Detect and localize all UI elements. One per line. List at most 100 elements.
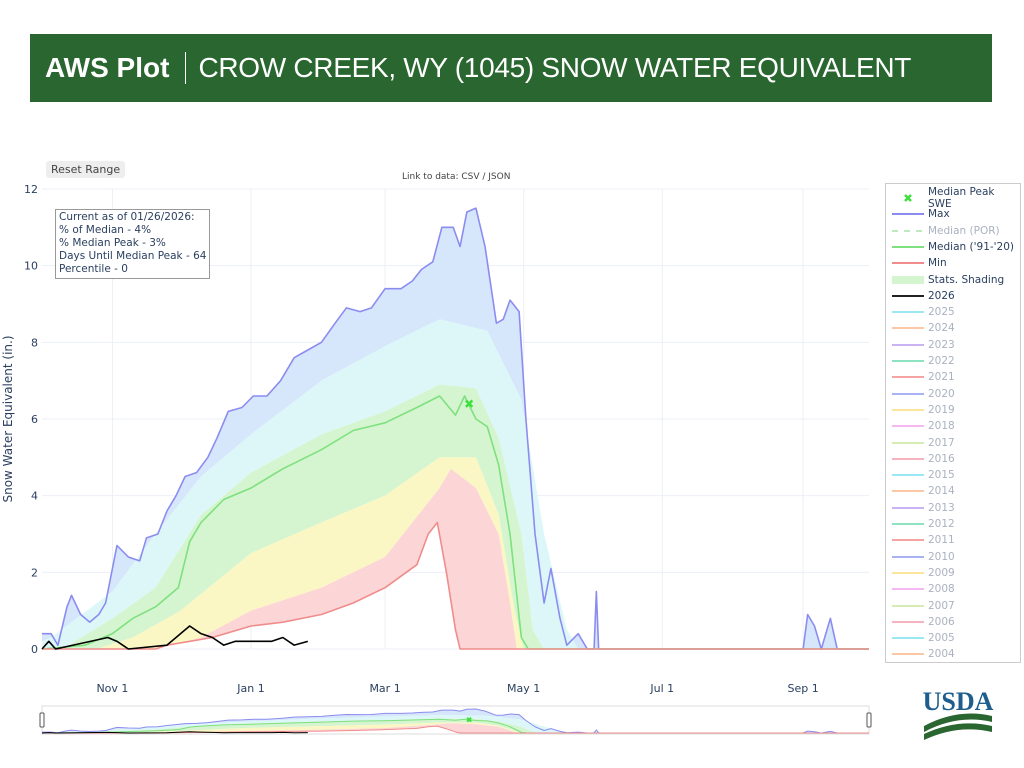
legend-swatch-icon bbox=[892, 582, 924, 596]
legend-label: 2005 bbox=[928, 632, 955, 645]
legend-item[interactable]: Median ('91-'20) bbox=[886, 239, 1014, 255]
legend-label: 2017 bbox=[928, 436, 955, 449]
legend-label: 2007 bbox=[928, 599, 955, 612]
legend-label: 2023 bbox=[928, 338, 955, 351]
x-tick-label: Jan 1 bbox=[236, 682, 264, 695]
legend-swatch-icon bbox=[892, 631, 924, 645]
legend-item[interactable]: 2024 bbox=[886, 320, 955, 336]
legend-item[interactable]: Min bbox=[886, 255, 947, 271]
legend-item[interactable]: 2023 bbox=[886, 337, 955, 353]
legend-label: 2021 bbox=[928, 371, 955, 384]
legend-swatch-icon bbox=[892, 533, 924, 547]
stats-band bbox=[42, 468, 869, 649]
range-slider-handle[interactable] bbox=[39, 712, 45, 728]
legend: Median Peak SWE Max Median (POR) Median ('9… bbox=[885, 183, 1021, 663]
legend-item[interactable]: 2012 bbox=[886, 516, 955, 532]
legend-swatch-icon bbox=[892, 207, 924, 221]
legend-label: 2008 bbox=[928, 583, 955, 596]
series-line-median-91-20-[interactable] bbox=[41, 395, 869, 650]
legend-item[interactable]: 2007 bbox=[886, 598, 955, 614]
series-line-median-91-20-[interactable] bbox=[41, 718, 869, 734]
legend-label: 2020 bbox=[928, 387, 955, 400]
y-tick-label: 2 bbox=[31, 566, 38, 579]
series-line-max[interactable] bbox=[42, 708, 869, 734]
legend-item[interactable]: 2005 bbox=[886, 630, 955, 646]
legend-item[interactable]: 2021 bbox=[886, 369, 955, 385]
legend-item[interactable]: 2025 bbox=[886, 304, 955, 320]
legend-item[interactable]: 2026 bbox=[886, 288, 955, 304]
legend-swatch-icon bbox=[892, 289, 924, 303]
legend-swatch-icon bbox=[892, 273, 924, 287]
legend-swatch-icon bbox=[892, 354, 924, 368]
legend-swatch-icon bbox=[892, 615, 924, 629]
legend-item[interactable]: 2014 bbox=[886, 483, 955, 499]
legend-swatch-icon bbox=[892, 338, 924, 352]
legend-swatch-icon bbox=[892, 484, 924, 498]
divider bbox=[185, 52, 187, 84]
y-axis-label: Snow Water Equivalent (in.) bbox=[1, 335, 15, 502]
legend-label: 2010 bbox=[928, 550, 955, 563]
legend-item[interactable]: 2015 bbox=[886, 467, 955, 483]
median-peak-marker[interactable] bbox=[465, 399, 474, 408]
title-banner: AWS Plot CROW CREEK, WY (1045) SNOW WATE… bbox=[30, 34, 992, 102]
legend-item[interactable]: 2011 bbox=[886, 532, 955, 548]
legend-swatch-icon bbox=[892, 468, 924, 482]
legend-label: Min bbox=[928, 257, 947, 270]
series-line-min[interactable] bbox=[42, 725, 869, 734]
legend-item[interactable]: 2008 bbox=[886, 581, 955, 597]
x-tick-label: May 1 bbox=[507, 682, 540, 695]
legend-item[interactable]: 2022 bbox=[886, 353, 955, 369]
stats-band bbox=[42, 715, 869, 733]
data-link[interactable]: Link to data: CSV / JSON bbox=[402, 172, 511, 182]
legend-swatch-icon bbox=[892, 517, 924, 531]
legend-label: 2013 bbox=[928, 501, 955, 514]
legend-item[interactable]: 2013 bbox=[886, 500, 955, 516]
series-line-2026[interactable] bbox=[41, 731, 308, 734]
legend-item[interactable]: 2004 bbox=[886, 646, 955, 662]
legend-item[interactable]: 2017 bbox=[886, 435, 955, 451]
legend-item[interactable]: 2010 bbox=[886, 549, 955, 565]
y-tick-label: 0 bbox=[31, 643, 38, 656]
legend-swatch-icon bbox=[892, 370, 924, 384]
info-line: Days Until Median Peak - 64 bbox=[59, 250, 207, 262]
y-tick-label: 10 bbox=[24, 260, 38, 273]
legend-label: 2019 bbox=[928, 403, 955, 416]
info-line: Percentile - 0 bbox=[59, 263, 128, 275]
legend-label: Median ('91-'20) bbox=[928, 240, 1015, 253]
legend-swatch-icon bbox=[892, 240, 924, 254]
stats-band bbox=[42, 208, 869, 649]
range-slider-handle[interactable] bbox=[866, 712, 872, 728]
legend-item[interactable]: Median (POR) bbox=[886, 223, 1000, 239]
legend-item[interactable]: Median Peak SWE bbox=[886, 186, 1020, 210]
legend-label: 2014 bbox=[928, 485, 955, 498]
legend-item[interactable]: Stats. Shading bbox=[886, 272, 1004, 288]
usda-logo: USDA bbox=[923, 687, 994, 740]
info-line: Current as of 01/26/2026: bbox=[59, 211, 195, 223]
median-peak-marker[interactable] bbox=[466, 716, 472, 723]
legend-label: 2018 bbox=[928, 420, 955, 433]
legend-item[interactable]: 2018 bbox=[886, 418, 955, 434]
legend-swatch-icon bbox=[892, 452, 924, 466]
series-line-2026[interactable] bbox=[41, 625, 309, 650]
legend-item[interactable]: 2006 bbox=[886, 614, 955, 630]
legend-swatch-icon bbox=[892, 436, 924, 450]
legend-label: 2004 bbox=[928, 648, 955, 661]
legend-swatch-icon bbox=[892, 224, 924, 238]
legend-label: Stats. Shading bbox=[928, 273, 1005, 286]
legend-item[interactable]: 2016 bbox=[886, 451, 955, 467]
reset-range-button[interactable]: Reset Range bbox=[46, 161, 126, 178]
legend-item[interactable]: Max bbox=[886, 206, 950, 222]
legend-item[interactable]: 2009 bbox=[886, 565, 955, 581]
legend-item[interactable]: 2019 bbox=[886, 402, 955, 418]
legend-label: 2011 bbox=[928, 534, 955, 547]
series-line-min[interactable] bbox=[42, 521, 869, 650]
legend-item[interactable]: 2020 bbox=[886, 386, 955, 402]
series-line-max[interactable] bbox=[42, 207, 869, 650]
legend-swatch-icon bbox=[892, 419, 924, 433]
legend-label: 2016 bbox=[928, 452, 955, 465]
stats-band bbox=[42, 457, 869, 649]
legend-label: 2022 bbox=[928, 355, 955, 367]
legend-label: 2012 bbox=[928, 518, 955, 530]
stats-band bbox=[42, 723, 869, 733]
